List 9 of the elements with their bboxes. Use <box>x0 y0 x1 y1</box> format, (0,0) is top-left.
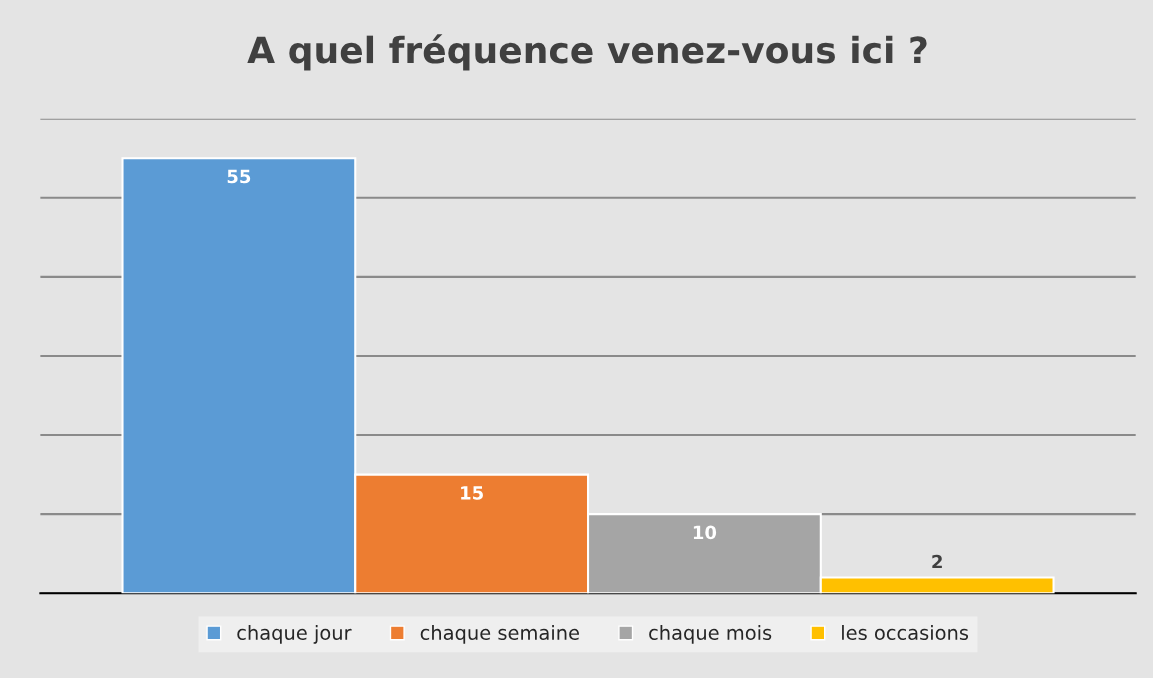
data-label: 2 <box>932 554 942 569</box>
data-label: 55 <box>227 169 251 184</box>
data-label: 15 <box>461 486 483 500</box>
legend-label: les occasions <box>842 624 969 641</box>
chart-title: A quel fréquence venez-vous ici ? <box>247 34 927 71</box>
legend-label: chaque semaine <box>420 624 579 644</box>
legend-label: chaque jour <box>237 624 352 644</box>
legend-label: chaque mois <box>649 624 772 644</box>
data-label: 10 <box>693 525 717 540</box>
